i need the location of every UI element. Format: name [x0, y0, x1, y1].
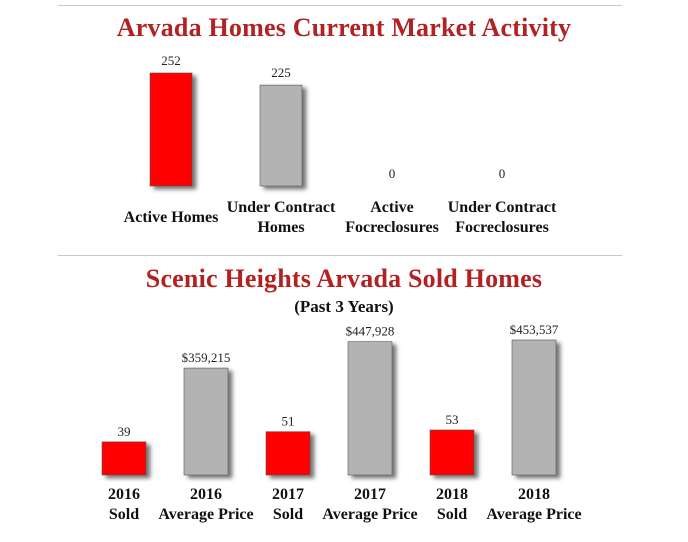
value-label-2-4: $447,928 [346, 324, 395, 339]
category-label-1-3: Active [370, 199, 414, 216]
category-label-2-4: 2017 [354, 486, 386, 503]
category-label-1-3: Focreclosures [345, 219, 439, 236]
bar-2-2 [183, 367, 229, 476]
bar-2-1 [101, 441, 147, 476]
category-label-2-4: Average Price [322, 506, 417, 523]
chart-2-plot: 39 2016 Sold $359,215 2016 Average Price 51 201… [101, 322, 582, 523]
category-label-2-1: 2016 [108, 486, 140, 503]
bar-1-2 [259, 84, 303, 187]
category-label-1-4: Under Contract [448, 199, 557, 216]
category-label-2-5: Sold [437, 506, 467, 523]
value-label-1-2: 225 [271, 65, 291, 80]
category-label-2-3: Sold [273, 506, 303, 523]
category-label-2-5: 2018 [436, 486, 468, 503]
chart-1-plot: 252 Active Homes 225 Under Contract Homes 0 Ac… [124, 53, 557, 236]
value-label-2-5: 53 [446, 412, 459, 427]
category-label-2-6: 2018 [518, 486, 550, 503]
bar-2-5 [429, 429, 475, 476]
value-label-2-3: 51 [282, 414, 295, 429]
category-label-2-3: 2017 [272, 486, 304, 503]
value-label-2-6: $453,537 [510, 322, 559, 337]
chart-2-subtitle: (Past 3 Years) [294, 297, 394, 316]
category-label-2-1: Sold [109, 506, 139, 523]
bar-2-3 [265, 431, 311, 476]
category-label-2-2: 2016 [190, 486, 222, 503]
value-label-2-2: $359,215 [182, 350, 231, 365]
value-label-2-1: 39 [118, 424, 131, 439]
bar-1-1 [149, 72, 193, 187]
value-label-1-3: 0 [389, 166, 396, 181]
category-label-1-4: Focreclosures [455, 219, 549, 236]
bar-2-4 [347, 341, 393, 476]
value-label-1-1: 252 [161, 53, 181, 68]
chart-2-title: Scenic Heights Arvada Sold Homes [145, 264, 543, 293]
value-label-1-4: 0 [499, 166, 506, 181]
category-label-2-6: Average Price [486, 506, 581, 523]
bar-2-6 [511, 339, 557, 476]
category-label-1-2: Under Contract [227, 199, 336, 216]
category-label-1-1: Active Homes [124, 209, 219, 226]
category-label-2-2: Average Price [158, 506, 253, 523]
top-divider [58, 5, 622, 6]
chart-1-title: Arvada Homes Current Market Activity [116, 13, 572, 42]
section-divider [58, 255, 622, 256]
category-label-1-2: Homes [257, 219, 304, 236]
